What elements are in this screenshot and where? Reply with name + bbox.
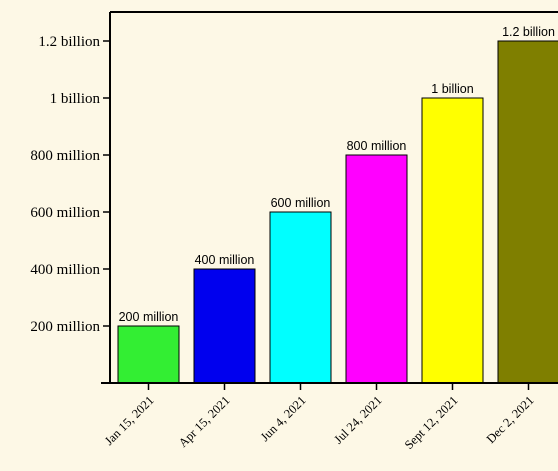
x-tick-label-2: Apr 15, 2021	[176, 393, 233, 450]
bar-6	[497, 40, 558, 384]
y-tick-label-1: 200 million	[30, 319, 100, 335]
bar-2	[193, 268, 256, 384]
bar-5	[421, 97, 484, 384]
x-tick-label-4: Jul 24, 2021	[331, 393, 384, 446]
data-label-6: 1.2 billion	[502, 25, 555, 39]
bars	[117, 40, 558, 384]
x-tick-label-1: Jan 15, 2021	[102, 393, 157, 448]
y-tick-label-5: 1 billion	[50, 91, 101, 107]
data-label-5: 1 billion	[431, 82, 473, 96]
x-tick-label-6: Dec 2, 2021	[484, 393, 537, 446]
axes	[101, 11, 558, 390]
bar-1	[117, 325, 180, 384]
y-tick-label-4: 800 million	[30, 148, 100, 164]
y-tick-label-3: 600 million	[30, 205, 100, 221]
y-tick-label-6: 1.2 billion	[38, 34, 100, 50]
data-label-3: 600 million	[271, 196, 331, 210]
bar-4	[345, 154, 408, 384]
y-tick-label-2: 400 million	[30, 262, 100, 278]
data-label-1: 200 million	[119, 310, 179, 324]
x-tick-label-5: Sept 12, 2021	[402, 393, 461, 452]
x-tick-label-3: Jun 4, 2021	[258, 393, 309, 444]
data-label-4: 800 million	[347, 139, 407, 153]
data-label-2: 400 million	[195, 253, 255, 267]
bar-3	[269, 211, 332, 384]
